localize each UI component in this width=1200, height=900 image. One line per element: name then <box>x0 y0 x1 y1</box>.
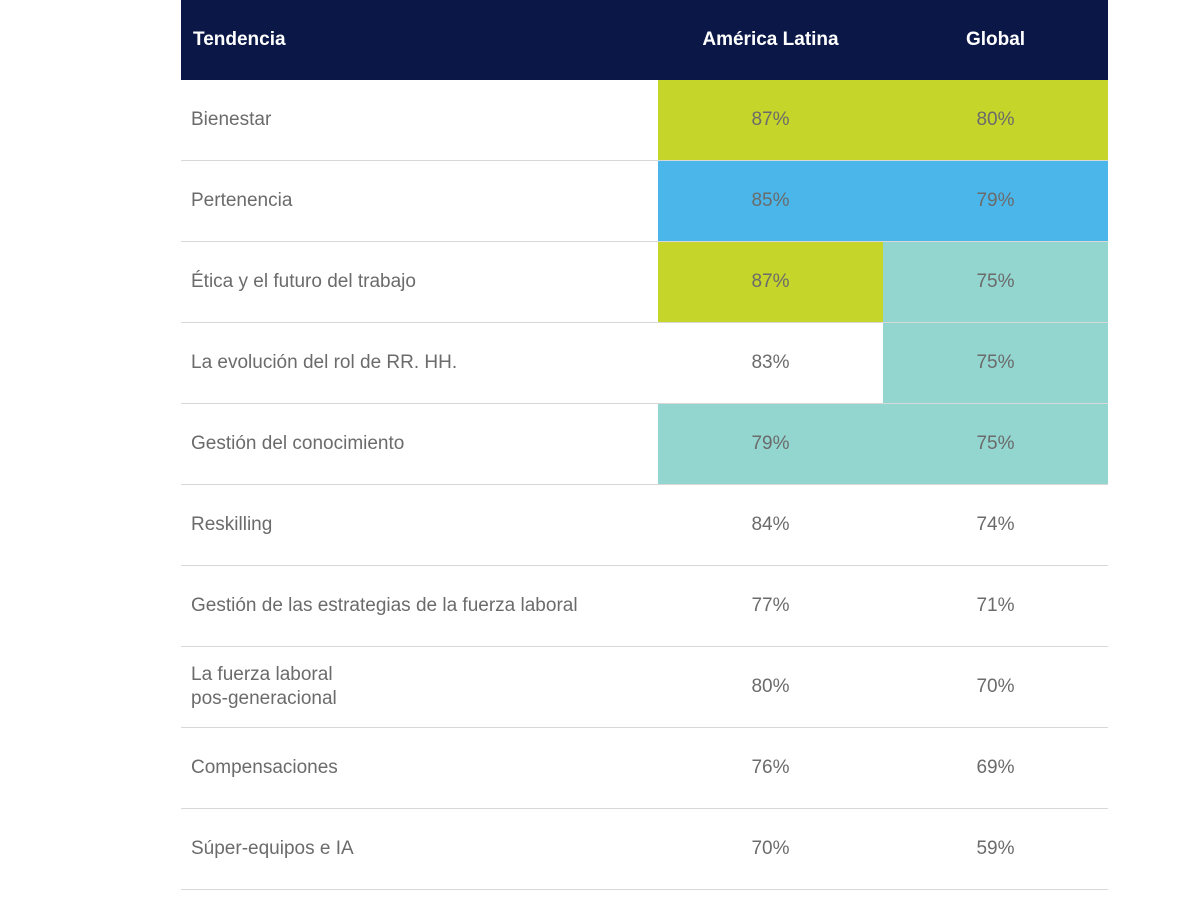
trend-label: Gestión del conocimiento <box>191 433 405 454</box>
global-value: 75% <box>883 323 1108 403</box>
latam-value: 84% <box>751 514 790 535</box>
latam-value: 70% <box>751 838 790 859</box>
header-global: Global <box>965 29 1026 50</box>
latam-value: 83% <box>751 352 790 373</box>
latam-value: 77% <box>751 595 790 616</box>
global-value: 75% <box>883 242 1108 322</box>
global-value: 80% <box>883 80 1108 160</box>
latam-value: 80% <box>751 676 790 697</box>
global-value: 70% <box>976 676 1015 697</box>
table-row: Súper-equipos e IA 70% 59% <box>181 809 1108 890</box>
trend-label: Reskilling <box>191 514 273 535</box>
trend-label: Compensaciones <box>191 757 338 778</box>
trends-table: Tendencia América Latina Global Bienesta… <box>181 0 1108 890</box>
global-value: 69% <box>976 757 1015 778</box>
table-row: Compensaciones 76% 69% <box>181 728 1108 809</box>
table-row: La evolución del rol de RR. HH. 83% 75% <box>181 323 1108 404</box>
header-latam: América Latina <box>702 29 839 50</box>
global-value: 74% <box>976 514 1015 535</box>
trend-label: La evolución del rol de RR. HH. <box>191 352 458 373</box>
table-row: Gestión de las estrategias de la fuerza … <box>181 566 1108 647</box>
table-row: Ética y el futuro del trabajo 87% 75% <box>181 242 1108 323</box>
trend-label: La fuerza laboral pos-generacional <box>191 664 337 709</box>
table-row: Bienestar 87% 80% <box>181 80 1108 161</box>
table-row: Pertenencia 85% 79% <box>181 161 1108 242</box>
global-value: 79% <box>883 161 1108 241</box>
latam-value: 76% <box>751 757 790 778</box>
table-row: Gestión del conocimiento 79% 75% <box>181 404 1108 485</box>
latam-value: 87% <box>658 242 883 322</box>
table-row: La fuerza laboral pos-generacional 80% 7… <box>181 647 1108 728</box>
global-value: 59% <box>976 838 1015 859</box>
trend-label: Pertenencia <box>191 190 293 211</box>
latam-value: 87% <box>658 80 883 160</box>
global-value: 71% <box>976 595 1015 616</box>
table-header: Tendencia América Latina Global <box>181 0 1108 80</box>
trend-label: Bienestar <box>191 109 272 130</box>
latam-value: 79% <box>658 404 883 484</box>
global-value: 75% <box>883 404 1108 484</box>
header-trend: Tendencia <box>193 29 286 50</box>
latam-value: 85% <box>658 161 883 241</box>
trend-label: Súper-equipos e IA <box>191 838 354 859</box>
trend-label: Gestión de las estrategias de la fuerza … <box>191 595 578 616</box>
table-row: Reskilling 84% 74% <box>181 485 1108 566</box>
trend-label: Ética y el futuro del trabajo <box>191 271 416 292</box>
